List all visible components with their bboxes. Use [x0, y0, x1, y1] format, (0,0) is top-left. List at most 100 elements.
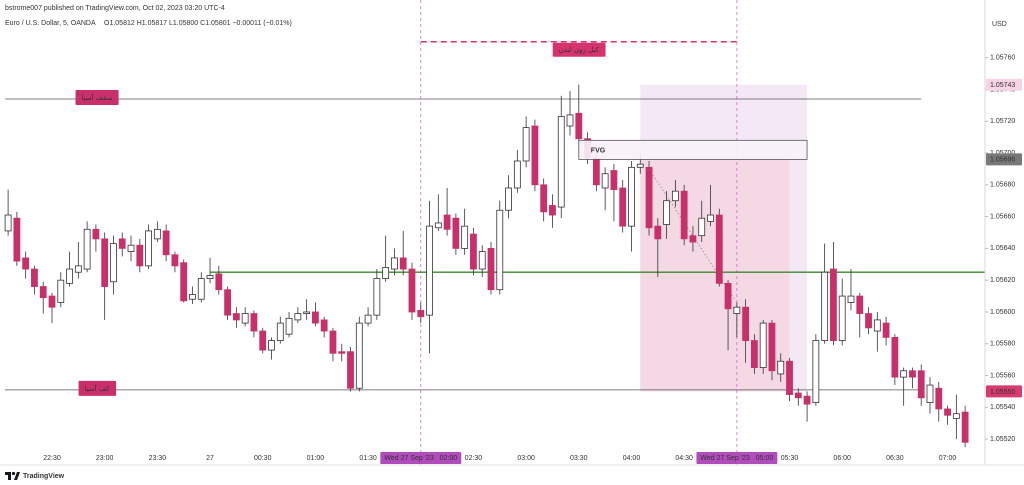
candle-body: [417, 309, 425, 318]
candle-body: [426, 225, 433, 316]
candle-body: [909, 370, 916, 378]
price-label-bg: [986, 78, 1022, 91]
candle-body: [118, 238, 126, 249]
candle-body: [171, 254, 179, 267]
symbol: Euro / U.S. Dollar, 5, OANDA: [5, 20, 96, 27]
candle-body: [31, 268, 38, 287]
candle-body: [276, 322, 284, 341]
candle-body: [689, 235, 697, 243]
candle-body: [329, 330, 337, 354]
candle-body: [952, 413, 960, 419]
x-tick-label: 06:00: [833, 455, 851, 462]
candle-body: [311, 311, 319, 324]
candle-body: [794, 392, 802, 399]
candle-body: [882, 322, 890, 338]
y-tick-label: 1.05560: [990, 372, 1015, 379]
candle-body: [926, 384, 934, 403]
candle-body: [110, 243, 117, 283]
y-tick-label: 1.05660: [990, 213, 1015, 220]
candle-body: [698, 217, 706, 237]
candle-body: [715, 214, 723, 284]
candle-body: [944, 408, 951, 416]
candle-body: [197, 278, 205, 300]
candle-body: [830, 268, 837, 341]
x-tick-highlight: [380, 452, 462, 464]
candle-body: [671, 190, 679, 202]
candle-body: [57, 279, 65, 303]
candle-body: [13, 217, 21, 262]
candle-body: [786, 360, 793, 396]
y-tick-label: 1.05520: [990, 436, 1015, 443]
candle-body: [531, 125, 539, 186]
candle-body: [434, 222, 442, 229]
x-tick-label: 04:00: [623, 455, 641, 462]
x-tick-label: 27: [206, 455, 214, 462]
candle-body: [733, 306, 741, 314]
candle-body: [891, 336, 899, 378]
candle-body: [74, 265, 82, 273]
x-tick-label: 04:30: [675, 455, 693, 462]
level-label: سقف آسیا: [82, 93, 113, 102]
candle-body: [443, 214, 451, 230]
publisher: bstrome007 published on TradingView.com,…: [5, 5, 225, 12]
y-tick-label: 1.05700: [990, 150, 1015, 157]
candles: [4, 84, 969, 448]
price-label-bg: [986, 385, 1022, 398]
level-label: کف آسیا: [85, 384, 111, 393]
candle-body: [513, 160, 521, 189]
candle-body: [364, 314, 372, 324]
zone-box: [640, 159, 790, 392]
candle-body: [873, 319, 881, 332]
candle-body: [654, 225, 662, 240]
candle-body: [575, 112, 583, 140]
candle-body: [619, 187, 627, 227]
candle-body: [847, 295, 855, 303]
dotted-path: [650, 171, 736, 301]
candle-body: [224, 289, 232, 316]
candle-body: [496, 209, 504, 291]
x-tick-label: 01:00: [307, 455, 325, 462]
candle-body: [285, 317, 293, 335]
candle-body: [549, 205, 556, 216]
candle-body: [391, 257, 398, 270]
over-layer: FVG سقف آسیا کف آسیا کیل زون لندن: [75, 41, 808, 396]
candle-body: [917, 370, 925, 399]
price-label: 1.05696: [990, 157, 1015, 164]
candle-body: [189, 294, 196, 300]
x-tick-label: 23:30: [149, 455, 167, 462]
candle-body: [470, 233, 477, 270]
candle-body: [742, 306, 750, 341]
candle-body: [680, 190, 688, 240]
candle-body: [935, 387, 943, 410]
price-label: 1.05743: [990, 82, 1015, 89]
ohlc: O1.05812 H1.05817 L1.05800 C1.05801 −0.0…: [104, 20, 292, 27]
level-label-bg: [78, 380, 117, 396]
candle-body: [215, 273, 223, 291]
logo-mark: [14, 472, 20, 480]
candle-body: [540, 184, 548, 213]
candle-body: [505, 187, 512, 211]
y-tick-label: 1.05640: [990, 245, 1015, 252]
y-tick-label: 1.05580: [990, 341, 1015, 348]
candle-body: [751, 340, 758, 368]
brand: TradingView: [23, 473, 65, 480]
candle-body: [320, 319, 328, 332]
candle-body: [145, 230, 152, 267]
candle-body: [610, 170, 618, 190]
candle-body: [39, 286, 47, 299]
fvg-box: [578, 139, 808, 160]
candle-body: [856, 295, 864, 314]
price-label: 1.05550: [990, 389, 1015, 396]
candle-body: [206, 275, 214, 279]
axis-layer: 1.057601.057401.057201.057001.056801.056…: [43, 55, 1022, 464]
y-tick-label: 1.05620: [990, 277, 1015, 284]
candle-body: [22, 257, 30, 270]
x-tick-label: 06:30: [886, 455, 904, 462]
candle-body: [250, 313, 258, 332]
under-layer: [5, 0, 985, 465]
candle-body: [83, 228, 91, 270]
candle-body: [66, 268, 73, 284]
candle-body: [821, 271, 829, 341]
